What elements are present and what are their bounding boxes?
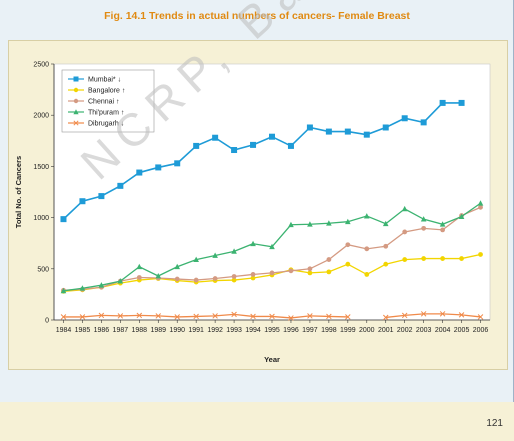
y-tick-labels: 0 500 1000 1500 2000 2500 (33, 62, 54, 325)
x-tick-label: 1993 (226, 327, 242, 334)
data-point (137, 275, 142, 280)
data-point (383, 262, 388, 267)
x-tick-label: 2001 (378, 327, 394, 334)
legend: Mumbai* ↓ Bangalore ↑ Chennai ↑ Thi'puram ↑… (62, 70, 154, 132)
figure-title: Fig. 14.1 Trends in actual numbers of ca… (0, 10, 514, 22)
data-point (174, 160, 180, 166)
data-point (250, 142, 256, 148)
data-point (307, 124, 313, 130)
x-tick-label: 1992 (207, 327, 223, 334)
data-point (440, 100, 446, 106)
data-point (345, 129, 351, 135)
x-tick-label: 1991 (188, 327, 204, 334)
data-point (459, 100, 465, 106)
legend-label: Chennai ↑ (88, 99, 120, 106)
x-tick-label: 1998 (321, 327, 337, 334)
data-point (326, 257, 331, 262)
data-point (194, 278, 199, 283)
data-point (421, 256, 426, 261)
x-tick-label: 2005 (454, 327, 470, 334)
data-point (364, 246, 369, 251)
data-point (383, 244, 388, 249)
data-point (326, 269, 331, 274)
x-tick-label: 2006 (473, 327, 489, 334)
page-number: 121 (486, 418, 503, 429)
data-point (440, 227, 445, 232)
data-point (345, 262, 350, 267)
data-point (421, 119, 427, 125)
x-tick-label: 2004 (435, 327, 451, 334)
data-point (155, 164, 161, 170)
x-tick-label: 2000 (359, 327, 375, 334)
legend-marker (74, 99, 78, 103)
data-point (326, 129, 332, 135)
data-point (364, 272, 369, 277)
data-point (308, 266, 313, 271)
data-point (175, 277, 180, 282)
legend-marker (74, 88, 78, 92)
x-tick-label: 1987 (113, 327, 129, 334)
x-tick-label: 1985 (75, 327, 91, 334)
data-point (117, 183, 123, 189)
data-point (308, 270, 313, 275)
x-tick-label: 1990 (169, 327, 185, 334)
data-point (213, 276, 218, 281)
data-point (98, 193, 104, 199)
x-tick-label: 1988 (132, 327, 148, 334)
legend-marker (74, 77, 79, 82)
legend-label: Bangalore ↑ (88, 88, 125, 95)
data-point (383, 124, 389, 130)
data-point (79, 198, 85, 204)
data-point (212, 135, 218, 141)
y-tick-label: 1500 (33, 164, 49, 171)
data-point (270, 270, 275, 275)
x-tick-label: 1986 (94, 327, 110, 334)
x-tick-label: 2003 (416, 327, 432, 334)
x-tick-label: 1995 (264, 327, 280, 334)
data-point (421, 226, 426, 231)
legend-label: Dibrugarh ↓ (88, 121, 124, 128)
x-tick-label: 1997 (302, 327, 318, 334)
data-point (231, 147, 237, 153)
x-tick-label: 2002 (397, 327, 413, 334)
data-point (459, 256, 464, 261)
x-tick-labels: 1984 1985 1986 1987 1988 1989 1990 1991 1992 1993… (56, 320, 489, 334)
y-axis-title: Total No. of Cancers (14, 156, 23, 228)
data-point (136, 170, 142, 176)
data-point (402, 115, 408, 121)
data-point (345, 242, 350, 247)
x-tick-label: 1984 (56, 327, 72, 334)
data-point (402, 230, 407, 235)
data-point (478, 205, 483, 210)
y-tick-label: 0 (45, 318, 49, 325)
x-tick-label: 1994 (245, 327, 261, 334)
y-tick-label: 1000 (33, 215, 49, 222)
legend-label: Thi'puram ↑ (88, 110, 124, 117)
y-tick-label: 2000 (33, 113, 49, 120)
data-point (269, 134, 275, 140)
data-point (193, 143, 199, 149)
y-tick-label: 2500 (33, 62, 49, 69)
data-point (289, 268, 294, 273)
data-point (60, 216, 66, 222)
data-point (478, 252, 483, 257)
x-tick-label: 1989 (150, 327, 166, 334)
data-point (402, 257, 407, 262)
data-point (364, 132, 370, 138)
data-point (232, 274, 237, 279)
data-point (251, 272, 256, 277)
y-tick-label: 500 (37, 266, 49, 273)
data-point (288, 143, 294, 149)
x-tick-label: 1996 (283, 327, 299, 334)
legend-label: Mumbai* ↓ (88, 77, 121, 84)
x-axis-title: Year (264, 355, 280, 364)
x-tick-label: 1999 (340, 327, 356, 334)
footer-band (0, 402, 514, 441)
data-point (440, 256, 445, 261)
